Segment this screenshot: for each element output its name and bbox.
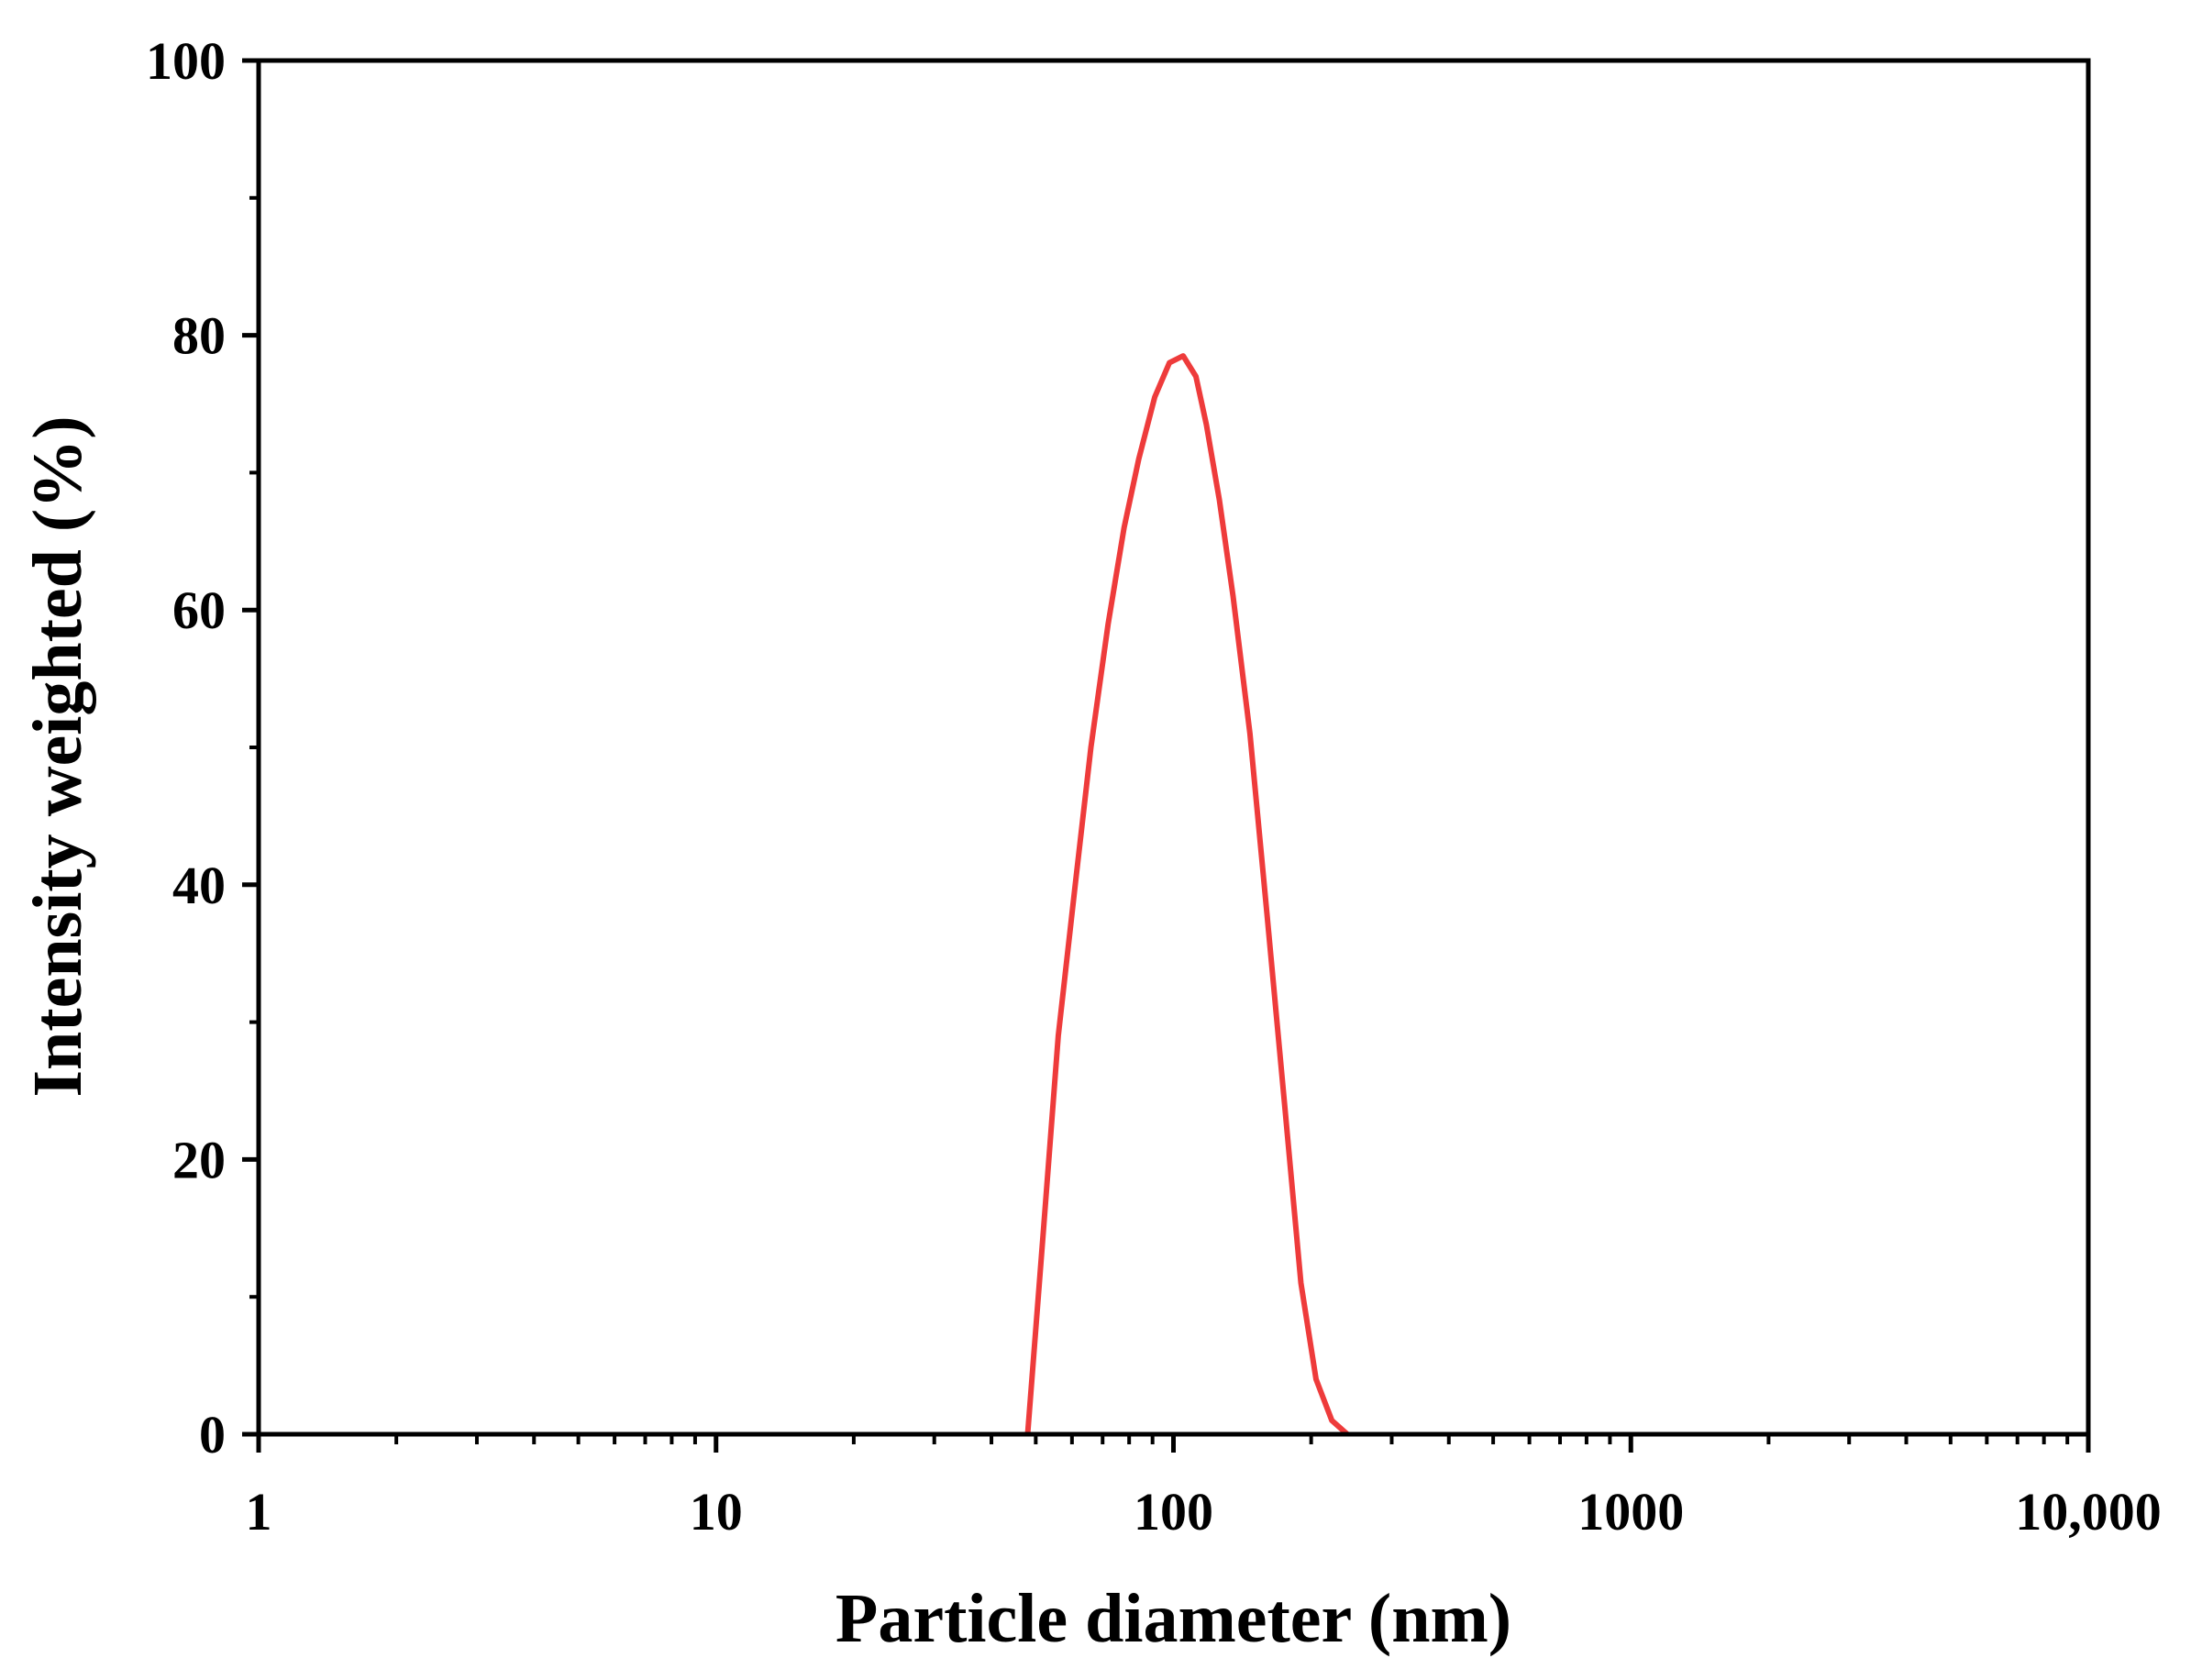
labels-layer: 0 20 40 60 80 100 1 10 100 1000 10,000: [146, 31, 2162, 1542]
series-layer: [1024, 353, 1350, 1437]
x-axis-title: Particle diameter (nm): [835, 1580, 1511, 1657]
y-axis-title: Intensity weighted (%): [19, 415, 96, 1097]
x-tick-label: 10,000: [2015, 1482, 2162, 1542]
y-tick-label: 20: [172, 1130, 226, 1189]
x-tick-label: 1: [246, 1482, 272, 1542]
y-tick-label: 80: [172, 306, 226, 366]
y-tick-label: 60: [172, 580, 226, 640]
x-tick-label: 100: [1134, 1482, 1213, 1542]
y-tick-label: 0: [199, 1405, 226, 1464]
plot-frame: [256, 58, 2091, 1437]
x-tick-label: 1000: [1577, 1482, 1684, 1542]
ticks-layer: [242, 58, 2091, 1453]
x-tick-label: 10: [690, 1482, 743, 1542]
y-tick-label: 100: [146, 31, 226, 91]
series-line: [1024, 353, 1350, 1437]
y-tick-label: 40: [172, 856, 226, 915]
